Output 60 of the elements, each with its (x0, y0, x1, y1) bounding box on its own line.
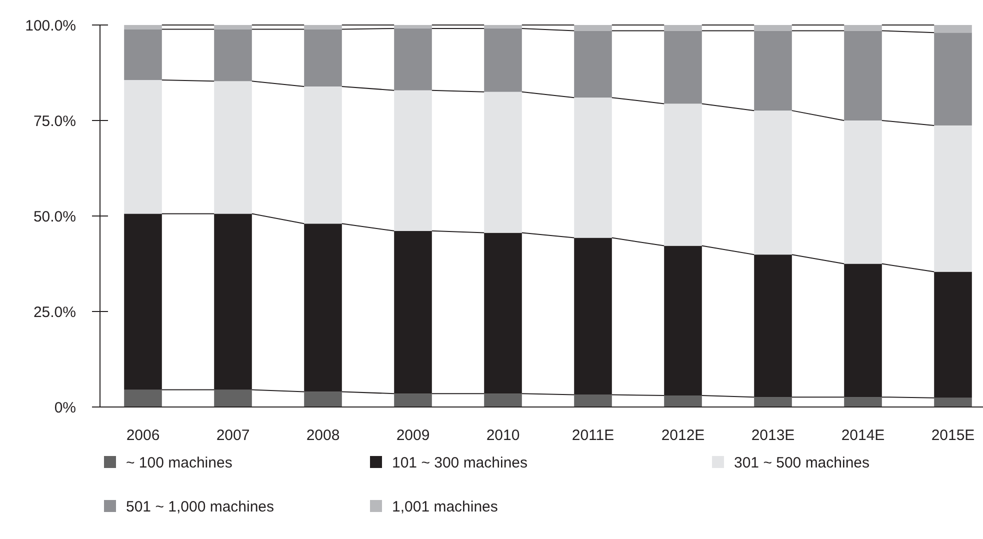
y-tick-label: 100.0% (25, 17, 76, 34)
bar (394, 394, 432, 407)
bar (844, 120, 882, 264)
bar (754, 397, 792, 407)
bar (844, 397, 882, 407)
bar (574, 25, 612, 31)
x-tick-label: 2009 (396, 427, 430, 444)
x-tick-label: 2010 (486, 427, 520, 444)
bar (304, 29, 342, 86)
bar (394, 28, 432, 90)
bar (754, 110, 792, 255)
legend-label: 501 ~ 1,000 machines (126, 498, 274, 516)
x-tick-label: 2013E (751, 427, 795, 444)
x-tick-label: 2015E (931, 427, 975, 444)
legend-label: ~ 100 machines (126, 454, 232, 472)
x-tick-label: 2006 (126, 427, 160, 444)
bar (664, 30, 702, 104)
x-tick-label: 2008 (306, 427, 340, 444)
bar (934, 398, 972, 407)
bar (214, 81, 252, 214)
bar (124, 29, 162, 80)
bar (304, 392, 342, 407)
bar (574, 98, 612, 238)
bar (304, 86, 342, 224)
y-tick-label: 25.0% (33, 304, 76, 321)
y-tick-label: 0% (54, 399, 76, 416)
bar (934, 25, 972, 33)
bar (304, 25, 342, 30)
legend-label: 101 ~ 300 machines (392, 454, 528, 472)
x-tick-label: 2014E (841, 427, 885, 444)
bar (664, 104, 702, 246)
bar (484, 92, 522, 233)
legend-label: 301 ~ 500 machines (734, 454, 870, 472)
bar (484, 28, 522, 92)
bar (754, 30, 792, 111)
bar (844, 25, 882, 31)
bar (484, 25, 522, 28)
bar (394, 25, 432, 28)
bar (664, 25, 702, 31)
bar (214, 29, 252, 82)
y-tick-label: 75.0% (33, 112, 76, 130)
bar (214, 25, 252, 30)
x-tick-label: 2012E (661, 427, 705, 444)
bar (484, 394, 522, 407)
bar (664, 396, 702, 407)
bar (124, 390, 162, 407)
bar (124, 25, 162, 30)
bar (124, 80, 162, 214)
x-tick-label: 2007 (216, 427, 250, 444)
bar (214, 390, 252, 407)
bar (574, 394, 612, 407)
bar (934, 125, 972, 272)
y-tick-label: 50.0% (33, 208, 76, 226)
bar (844, 30, 882, 120)
bar (754, 25, 792, 31)
bar (574, 30, 612, 98)
x-tick-label: 2011E (572, 427, 614, 444)
bar (394, 90, 432, 231)
bar (934, 32, 972, 126)
legend-label: 1,001 machines (392, 498, 498, 516)
